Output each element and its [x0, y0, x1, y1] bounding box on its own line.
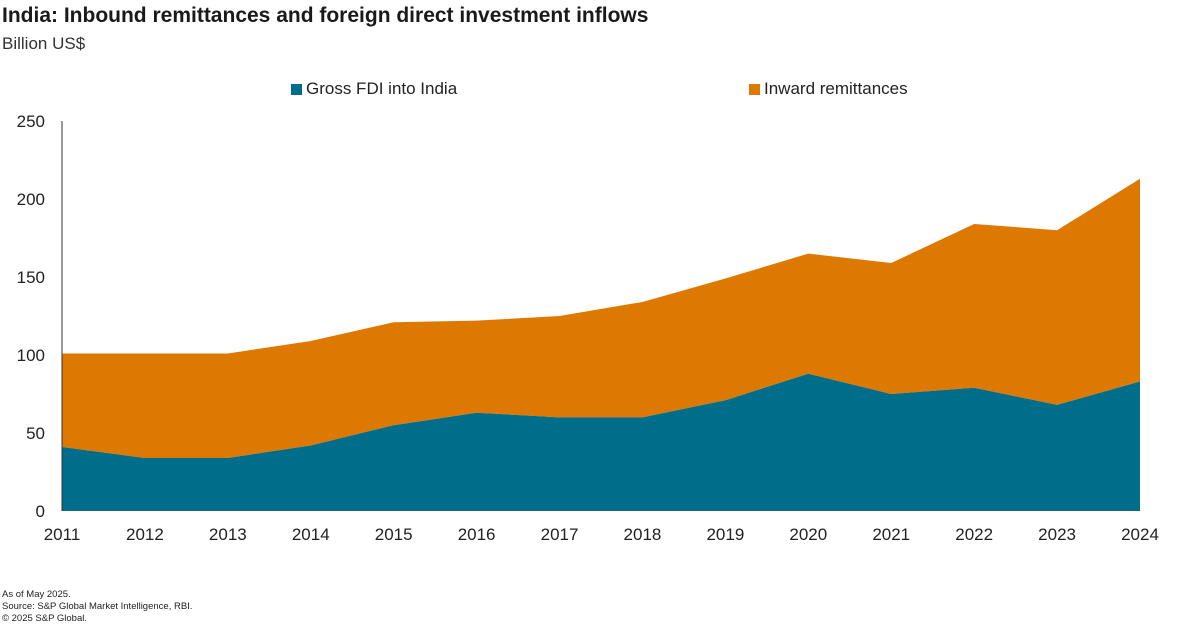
y-tick-label: 200	[17, 190, 45, 209]
x-tick-label: 2018	[624, 525, 662, 544]
x-tick-label: 2022	[955, 525, 993, 544]
x-tick-label: 2013	[209, 525, 247, 544]
y-tick-label: 0	[36, 502, 45, 521]
footer-copyright: © 2025 S&P Global.	[2, 613, 87, 624]
x-tick-label: 2012	[126, 525, 164, 544]
legend-item-fdi: Gross FDI into India	[291, 79, 457, 99]
x-tick-label: 2021	[872, 525, 910, 544]
x-tick-label: 2014	[292, 525, 330, 544]
legend-label-remittances: Inward remittances	[764, 79, 908, 98]
legend: Gross FDI into India Inward remittances	[0, 79, 1201, 101]
x-tick-label: 2019	[706, 525, 744, 544]
x-tick-label: 2016	[458, 525, 496, 544]
y-tick-label: 150	[17, 268, 45, 287]
x-tick-label: 2020	[789, 525, 827, 544]
legend-label-fdi: Gross FDI into India	[306, 79, 458, 98]
x-tick-label: 2023	[1038, 525, 1076, 544]
legend-swatch-fdi	[291, 83, 302, 95]
x-tick-label: 2011	[44, 525, 81, 544]
y-tick-label: 100	[17, 346, 45, 365]
area-series-gross-fdi	[62, 373, 1140, 511]
footer-source: Source: S&P Global Market Intelligence, …	[2, 601, 193, 612]
y-tick-label: 250	[17, 112, 45, 131]
footer-date-note: As of May 2025.	[2, 589, 71, 600]
footer: As of May 2025. Source: S&P Global Marke…	[2, 589, 192, 625]
area-chart: 0 50 100 150 200 250 2011 2012 2013 2014 2015 2016 2…	[17, 112, 1159, 544]
area-series-inward-remittances	[62, 178, 1140, 458]
chart-subtitle: Billion US$	[2, 34, 86, 53]
y-tick-label: 50	[26, 424, 45, 443]
legend-swatch-remittances	[749, 83, 760, 95]
x-tick-label: 2024	[1121, 525, 1159, 544]
legend-item-remittances: Inward remittances	[749, 79, 908, 99]
chart-title: India: Inbound remittances and foreign d…	[2, 4, 649, 27]
x-tick-label: 2017	[541, 525, 579, 544]
x-tick-label: 2015	[375, 525, 413, 544]
